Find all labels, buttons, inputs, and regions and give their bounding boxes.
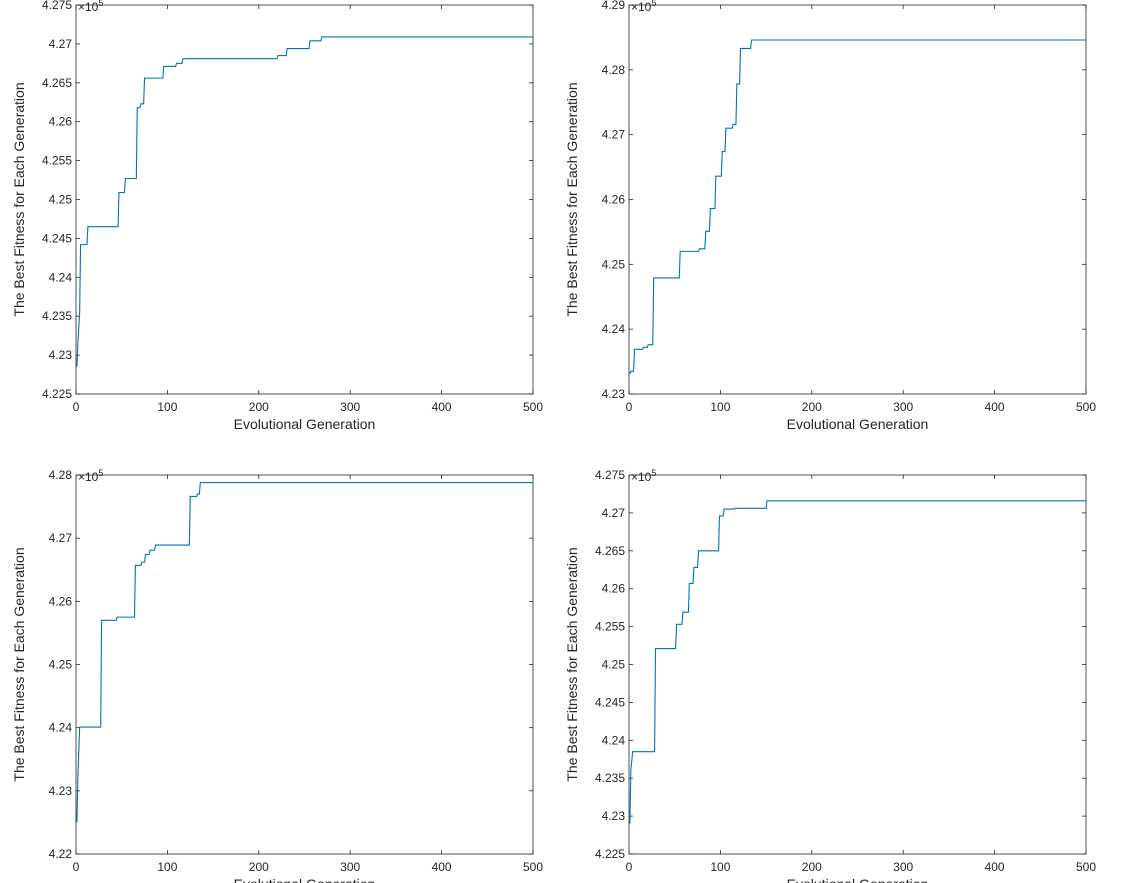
y-tick-label: 4.27 <box>49 37 73 51</box>
y-tick-label: 4.23 <box>49 348 73 362</box>
y-axis-label: The Best Fitness for Each Generation <box>11 82 27 316</box>
subplot-4: 0 100 200 300 400 500 4.225 4.23 4.235 4.24 4.245 4… <box>564 468 1096 883</box>
x-tick-label: 300 <box>340 400 360 414</box>
x-tick-label: 0 <box>73 400 80 414</box>
plot-frame <box>75 4 534 395</box>
y-exponent-label: ×105 <box>78 468 103 484</box>
y-tick-label: 4.225 <box>595 847 625 861</box>
y-tick-label: 4.26 <box>49 115 73 129</box>
x-tick-label: 400 <box>432 860 452 874</box>
x-tick-label: 300 <box>893 860 913 874</box>
y-tick-label: 4.255 <box>595 620 625 634</box>
y-exponent-power: 5 <box>98 468 103 478</box>
x-tick-label: 200 <box>249 860 269 874</box>
x-tick-label: 0 <box>626 860 633 874</box>
x-tick-label: 0 <box>626 400 633 414</box>
y-exponent-power: 5 <box>651 0 656 8</box>
y-tick-label: 4.24 <box>602 733 626 747</box>
y-tick-label: 4.22 <box>49 847 73 861</box>
subplot-2: 0 100 200 300 400 500 4.23 4.24 4.25 4.26 4.27 4.28… <box>564 0 1096 432</box>
x-tick-label: 100 <box>710 400 730 414</box>
y-exponent-label: ×105 <box>78 0 103 14</box>
y-tick-label: 4.24 <box>49 270 73 284</box>
plot-frame <box>75 474 534 855</box>
y-tick-label: 4.23 <box>602 387 626 401</box>
series-line <box>629 39 1086 375</box>
x-tick-label: 400 <box>432 400 452 414</box>
x-tick-label: 200 <box>249 400 269 414</box>
y-axis-label: The Best Fitness for Each Generation <box>564 547 580 781</box>
plot-frame <box>628 4 1087 395</box>
y-tick-label: 4.275 <box>42 0 72 12</box>
y-tick-label: 4.265 <box>42 76 72 90</box>
y-tick-label: 4.255 <box>42 154 72 168</box>
x-tick-label: 200 <box>802 400 822 414</box>
y-tick-label: 4.245 <box>595 695 625 709</box>
y-tick-label: 4.24 <box>49 721 73 735</box>
x-tick-label: 0 <box>73 860 80 874</box>
y-tick-label: 4.25 <box>602 257 626 271</box>
x-axis-label: Evolutional Generation <box>234 416 376 432</box>
y-tick-label: 4.28 <box>602 63 626 77</box>
x-tick-label: 100 <box>157 860 177 874</box>
y-tick-label: 4.235 <box>42 309 72 323</box>
y-tick-label: 4.265 <box>595 544 625 558</box>
y-axis-label: The Best Fitness for Each Generation <box>11 547 27 781</box>
x-tick-label: 500 <box>523 400 543 414</box>
y-tick-label: 4.29 <box>602 0 626 12</box>
y-tick-label: 4.25 <box>602 658 626 672</box>
y-tick-label: 4.26 <box>602 582 626 596</box>
x-axis-label: Evolutional Generation <box>787 876 929 883</box>
x-tick-label: 100 <box>710 860 730 874</box>
y-exponent-label: ×105 <box>631 0 656 14</box>
y-axis-label: The Best Fitness for Each Generation <box>564 82 580 316</box>
y-tick-label: 4.25 <box>49 658 73 672</box>
y-tick-label: 4.24 <box>602 322 626 336</box>
y-tick-label: 4.225 <box>42 387 72 401</box>
x-tick-label: 500 <box>1076 860 1096 874</box>
y-tick-label: 4.23 <box>49 784 73 798</box>
y-tick-label: 4.28 <box>49 468 73 482</box>
x-tick-label: 400 <box>985 400 1005 414</box>
series-line <box>629 500 1086 824</box>
y-exponent-power: 5 <box>651 468 656 478</box>
y-tick-label: 4.27 <box>49 531 73 545</box>
subplot-3: 0 100 200 300 400 500 4.22 4.23 4.24 4.25 4.26 4.27… <box>11 468 543 883</box>
x-tick-label: 100 <box>157 400 177 414</box>
series-line <box>76 482 533 823</box>
x-axis-label: Evolutional Generation <box>787 416 929 432</box>
x-tick-label: 500 <box>1076 400 1096 414</box>
x-tick-label: 300 <box>893 400 913 414</box>
y-tick-label: 4.25 <box>49 193 73 207</box>
subplot-1: 0 100 200 300 400 500 4.225 4.23 4.235 4.24 4.245 4… <box>11 0 543 432</box>
x-tick-label: 400 <box>985 860 1005 874</box>
y-exponent-base: ×10 <box>631 470 652 484</box>
series-line <box>76 36 533 367</box>
x-tick-label: 300 <box>340 860 360 874</box>
y-exponent-base: ×10 <box>631 0 652 14</box>
y-tick-label: 4.23 <box>602 809 626 823</box>
y-tick-label: 4.275 <box>595 468 625 482</box>
x-axis-label: Evolutional Generation <box>234 876 376 883</box>
y-exponent-power: 5 <box>98 0 103 8</box>
y-tick-label: 4.245 <box>42 231 72 245</box>
x-tick-label: 200 <box>802 860 822 874</box>
y-exponent-base: ×10 <box>78 0 99 14</box>
y-tick-label: 4.235 <box>595 771 625 785</box>
y-tick-label: 4.26 <box>602 193 626 207</box>
y-exponent-label: ×105 <box>631 468 656 484</box>
plot-frame <box>628 474 1087 855</box>
y-tick-label: 4.26 <box>49 594 73 608</box>
x-tick-label: 500 <box>523 860 543 874</box>
y-exponent-base: ×10 <box>78 470 99 484</box>
y-tick-label: 4.27 <box>602 506 626 520</box>
y-tick-label: 4.27 <box>602 128 626 142</box>
